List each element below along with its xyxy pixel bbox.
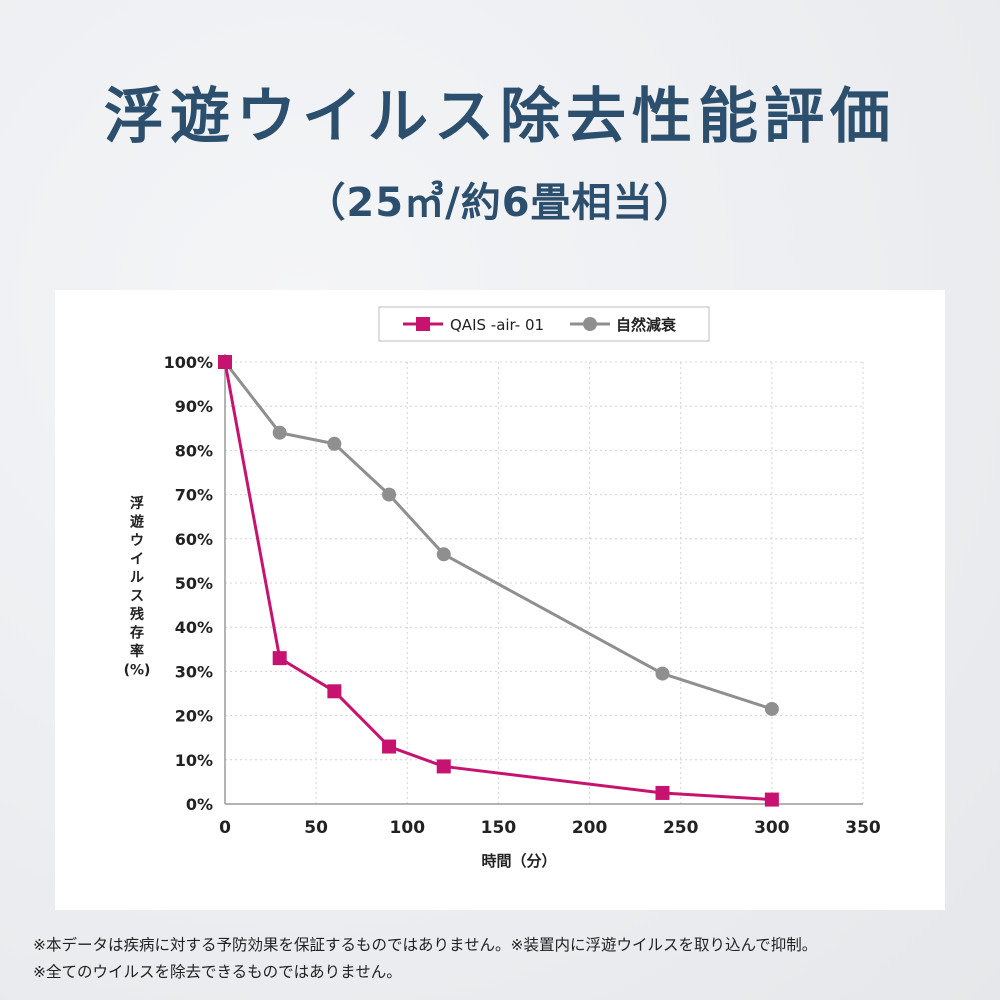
disclaimer-note-1: ※本データは疾病に対する予防効果を保証するものではありません。※装置内に浮遊ウイ… <box>33 936 818 954</box>
y-axis-title-char: 浮 <box>130 495 144 512</box>
data-point-qais <box>218 355 232 369</box>
x-tick-label: 50 <box>304 818 328 838</box>
x-axis-title: 時間（分） <box>481 852 556 870</box>
y-axis-title-char: ウ <box>130 533 144 549</box>
data-point-qais <box>382 739 397 754</box>
y-axis-title-char: ス <box>130 589 144 605</box>
disclaimer-note-2: ※全てのウイルスを除去できるものではありません。 <box>33 963 402 981</box>
data-point-natural <box>382 487 397 502</box>
y-tick-label: 90% <box>175 397 213 416</box>
chart-panel: 0% 10% 20% 30% 40% 50% 60% 70% 80% 90% 100% 0 50 100 1… <box>55 290 945 910</box>
page-subtitle: （25㎥/約6畳相当） <box>305 180 695 226</box>
x-tick-label: 300 <box>754 818 790 838</box>
x-tick-label: 200 <box>572 818 608 838</box>
y-tick-label: 20% <box>175 707 213 726</box>
y-tick-label: 0% <box>186 795 213 814</box>
line-chart: 0% 10% 20% 30% 40% 50% 60% 70% 80% 90% 100% 0 50 100 1… <box>124 306 881 870</box>
legend-swatch-marker <box>416 317 430 331</box>
legend-label: QAIS -air- 01 <box>450 316 544 334</box>
y-axis-title-char: イ <box>130 552 144 568</box>
legend-swatch-marker <box>583 317 597 331</box>
data-point-qais <box>436 759 451 774</box>
data-point-natural <box>655 666 670 681</box>
data-point-qais <box>655 785 670 800</box>
x-tick-label: 150 <box>481 818 517 838</box>
data-point-natural <box>272 425 287 440</box>
x-tick-label: 0 <box>219 818 231 838</box>
data-point-natural <box>327 436 342 451</box>
x-tick-label: 250 <box>663 818 699 838</box>
y-tick-label: 30% <box>175 662 213 681</box>
y-tick-label: 70% <box>175 486 213 505</box>
y-axis-title-char: 残 <box>130 606 144 623</box>
y-axis-title-char: 率 <box>130 643 144 660</box>
y-axis-title-char: (%) <box>124 663 151 679</box>
y-axis-title-char: ル <box>130 570 144 586</box>
page-title: 浮遊ウイルス除去性能評価 <box>104 82 896 152</box>
y-axis-title-char: 遊 <box>130 514 144 531</box>
y-tick-label: 10% <box>175 751 213 770</box>
legend-label: 自然減衰 <box>616 316 677 334</box>
y-tick-label: 50% <box>175 574 213 593</box>
y-tick-label: 80% <box>175 441 213 460</box>
y-tick-label: 60% <box>175 530 213 549</box>
legend-box <box>378 306 710 342</box>
x-tick-label: 350 <box>845 818 881 838</box>
data-point-natural <box>764 701 779 716</box>
y-tick-label: 40% <box>175 618 213 637</box>
y-axis-title-char: 存 <box>130 625 144 642</box>
series-line <box>223 361 773 711</box>
data-point-natural <box>436 547 451 562</box>
data-point-qais <box>272 651 287 666</box>
y-tick-label: 100% <box>164 353 213 372</box>
data-point-qais <box>327 684 342 699</box>
x-tick-label: 100 <box>390 818 426 838</box>
data-point-qais <box>764 792 779 807</box>
